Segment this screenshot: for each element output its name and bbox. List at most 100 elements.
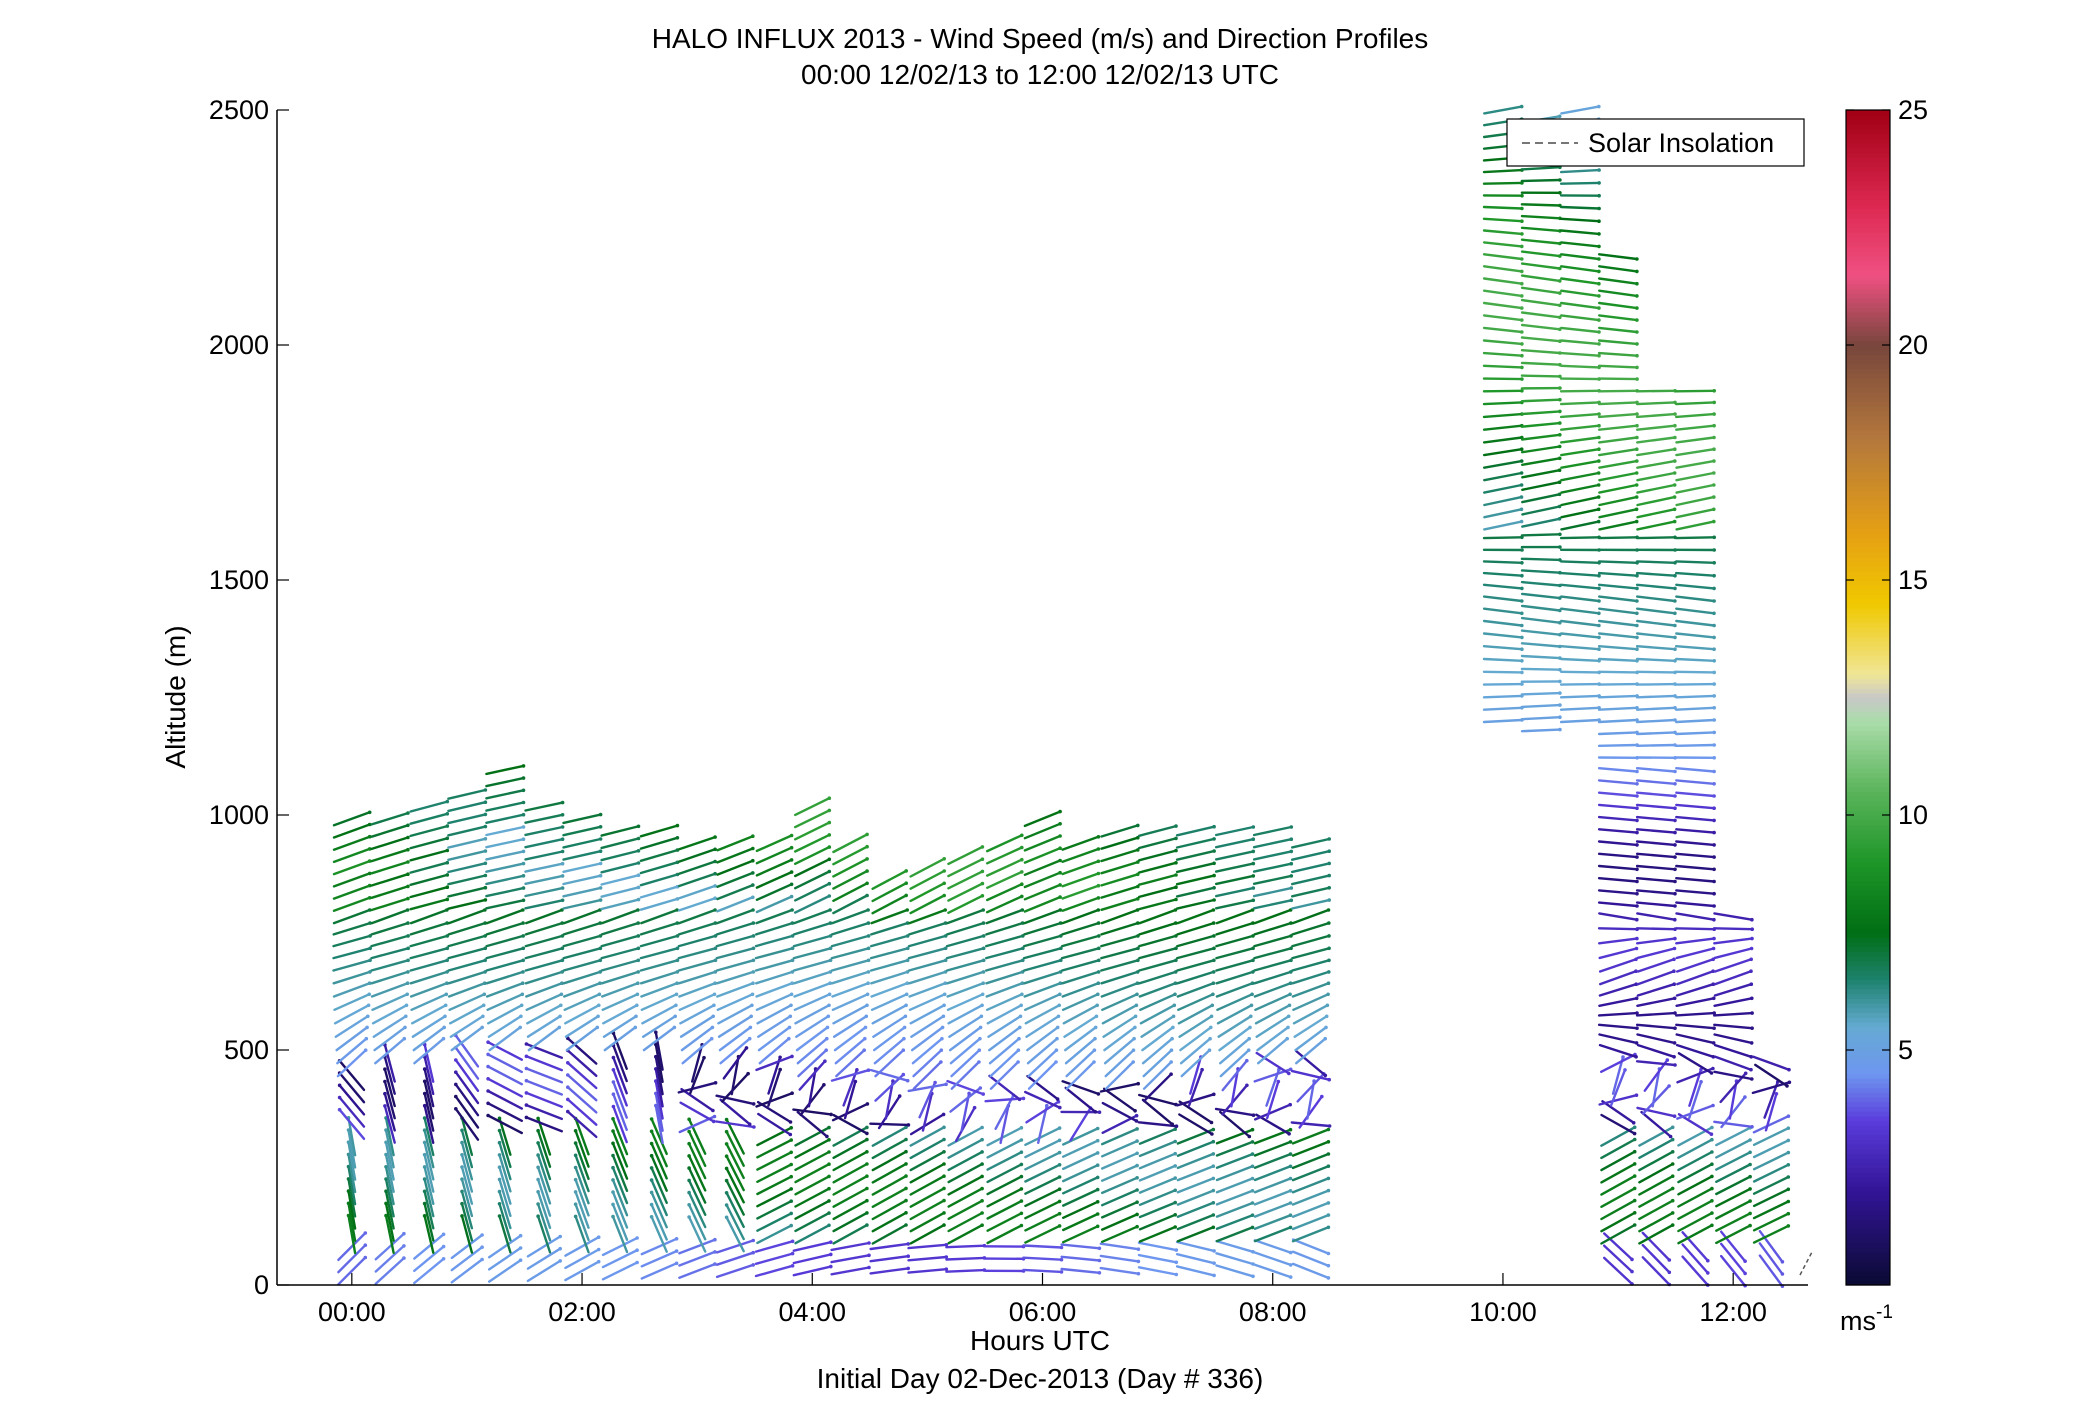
colorbar-band <box>1846 1068 1890 1075</box>
colorbar-band <box>1846 321 1890 327</box>
wind-barb-head <box>943 981 947 985</box>
wind-barb <box>1674 645 1716 651</box>
wind-barb-head <box>1786 1163 1791 1167</box>
wind-barb <box>486 1089 523 1110</box>
wind-barb-head <box>636 836 641 841</box>
wind-barb <box>909 1162 946 1184</box>
wind-barb <box>950 1060 981 1090</box>
wind-barb <box>1027 1048 1058 1078</box>
wind-barb-head <box>724 1117 729 1122</box>
wind-barb-head <box>1520 623 1524 628</box>
wind-barb <box>524 850 564 861</box>
wind-barb <box>832 1223 869 1245</box>
wind-barb <box>832 869 869 890</box>
wind-barb-head <box>405 981 410 985</box>
wind-barb <box>525 1079 563 1096</box>
wind-barb <box>1677 1211 1714 1233</box>
colorbar-band <box>1846 528 1890 534</box>
wind-barb-head <box>827 796 832 800</box>
wind-barb <box>1520 654 1562 660</box>
wind-barb-head <box>942 881 946 886</box>
wind-barb-head <box>1057 1211 1062 1216</box>
wind-barb-head <box>1712 904 1716 908</box>
wind-barb <box>574 1129 590 1168</box>
wind-barb <box>1253 1177 1292 1194</box>
wind-barb <box>1635 1011 1677 1017</box>
wind-barb-head <box>1597 647 1601 651</box>
wind-barb <box>1675 520 1716 531</box>
wind-barb <box>1100 897 1140 911</box>
wind-barb <box>498 1165 512 1205</box>
wind-barb <box>1598 459 1639 469</box>
wind-barb <box>566 1085 598 1114</box>
colorbar-band <box>1846 157 1890 163</box>
wind-barb-head <box>713 1250 717 1254</box>
wind-barb <box>986 1199 1023 1220</box>
wind-barb-head <box>1597 168 1601 172</box>
wind-barb-head <box>611 1165 615 1170</box>
wind-barb-head <box>1134 1119 1139 1123</box>
wind-barb <box>680 1026 714 1052</box>
wind-barb-head <box>827 894 832 898</box>
wind-barb-head <box>1630 1257 1634 1262</box>
wind-barb <box>650 1130 668 1168</box>
wind-barb <box>1100 959 1140 972</box>
wind-barb <box>719 1037 751 1065</box>
wind-barb-head <box>1174 958 1178 963</box>
wind-barb-head <box>1712 635 1716 640</box>
wind-barb-head <box>518 1233 523 1238</box>
wind-barb-head <box>445 921 449 925</box>
wind-barb <box>717 1004 754 1025</box>
wind-barb <box>1752 1200 1790 1220</box>
colorbar-band <box>1846 730 1890 736</box>
wind-barb <box>1598 1093 1638 1106</box>
wind-barb <box>423 1067 435 1108</box>
wind-barb-head <box>521 776 526 780</box>
wind-barb <box>338 1108 366 1141</box>
wind-barb-head <box>751 946 756 951</box>
wind-barb <box>1720 1095 1747 1129</box>
wind-barb-head <box>981 970 986 974</box>
wind-barb <box>1023 847 1062 864</box>
wind-barb <box>1675 508 1716 519</box>
colorbar-band <box>1846 791 1890 797</box>
wind-barb <box>678 897 717 912</box>
wind-barb <box>908 993 946 1011</box>
wind-barb-head <box>1520 548 1524 552</box>
colorbar-band <box>1846 410 1890 417</box>
wind-barb <box>370 811 410 826</box>
wind-barb <box>1179 1037 1212 1065</box>
wind-barb-head <box>536 1165 540 1170</box>
wind-barb-head <box>1170 1036 1174 1041</box>
wind-barb <box>370 982 409 998</box>
wind-barb <box>1597 1023 1639 1030</box>
wind-barb-head <box>724 1191 729 1195</box>
wind-barb <box>1482 718 1524 724</box>
wind-barb <box>1559 571 1601 577</box>
wind-barb-head <box>1326 1188 1331 1193</box>
wind-barb <box>1712 927 1754 931</box>
wind-barb-head <box>1250 1189 1255 1193</box>
wind-barb-head <box>406 847 410 852</box>
wind-barb-head <box>1596 471 1601 475</box>
wind-barb <box>1674 694 1716 699</box>
wind-barb-head <box>1635 365 1639 370</box>
wind-barb-head <box>1326 981 1331 985</box>
wind-barb <box>1520 165 1562 171</box>
wind-barb <box>1674 682 1716 686</box>
wind-barb <box>1635 694 1677 699</box>
wind-barb-head <box>977 1048 982 1052</box>
wind-barb <box>1560 508 1600 519</box>
wind-barb-head <box>598 825 603 829</box>
colorbar-band <box>1846 768 1890 774</box>
wind-barb-head <box>1712 917 1716 922</box>
wind-barb <box>450 1258 484 1284</box>
wind-barb-head <box>1710 1223 1714 1228</box>
wind-barb-head <box>789 882 794 887</box>
wind-barb <box>1214 850 1255 861</box>
colorbar-band <box>1846 636 1890 642</box>
colorbar-tick-label: 5 <box>1898 1035 1913 1065</box>
wind-barb-head <box>558 1259 562 1263</box>
wind-barb <box>947 1199 984 1221</box>
wind-barb <box>798 1059 827 1091</box>
